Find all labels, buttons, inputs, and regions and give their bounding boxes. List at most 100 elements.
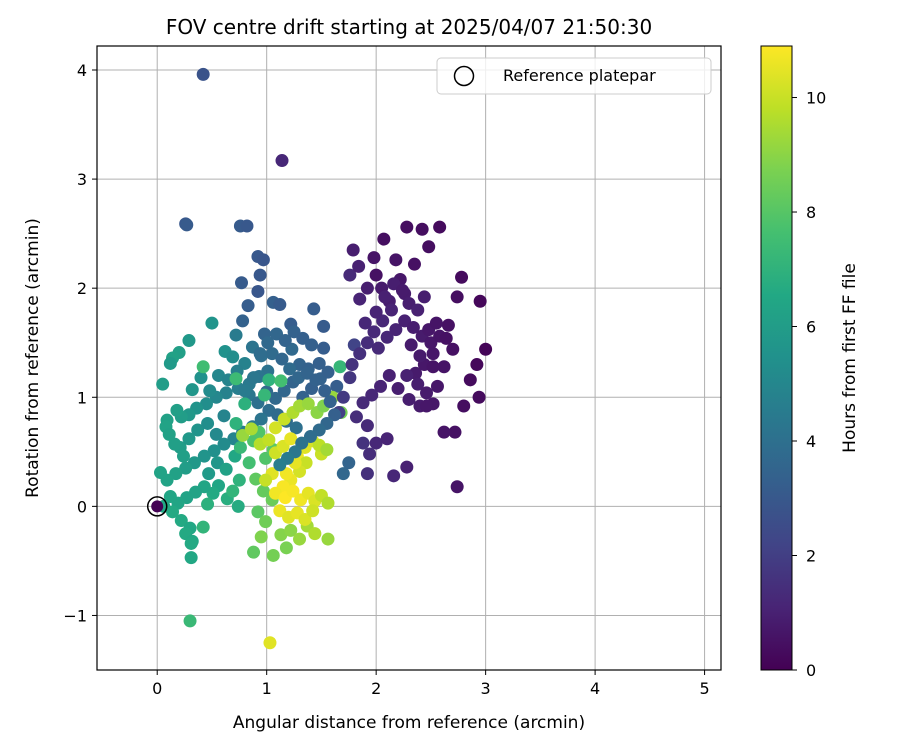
- legend: Reference platepar: [436, 57, 712, 95]
- data-point: [247, 371, 261, 385]
- data-point: [156, 377, 170, 391]
- data-point: [289, 421, 303, 435]
- colorbar-tick-label: 6: [806, 318, 816, 337]
- data-point: [253, 347, 267, 361]
- x-tick-label: 0: [152, 679, 162, 698]
- colorbar-label: Hours from first FF file: [840, 263, 860, 453]
- data-point: [278, 334, 292, 348]
- reference-circle: [146, 496, 168, 517]
- data-point: [308, 527, 322, 541]
- data-point: [369, 436, 383, 450]
- data-point: [336, 390, 350, 404]
- x-tick-label: 5: [699, 679, 709, 698]
- reference-dot: [151, 500, 164, 513]
- data-point: [411, 303, 425, 317]
- data-point: [336, 467, 350, 481]
- data-point: [402, 392, 416, 406]
- data-point: [395, 283, 409, 297]
- y-tick-label: 4: [77, 61, 87, 80]
- data-point: [378, 290, 392, 304]
- data-point: [217, 409, 231, 423]
- data-point: [238, 397, 252, 411]
- y-axis-ticks: −1 0 1 2 3 4: [63, 61, 97, 625]
- data-point: [323, 395, 337, 409]
- data-point: [382, 368, 396, 382]
- data-point: [251, 505, 265, 519]
- data-point: [184, 536, 198, 550]
- data-point: [257, 388, 271, 402]
- data-point: [306, 504, 320, 518]
- data-point: [236, 314, 250, 328]
- data-point: [275, 352, 289, 366]
- data-point: [162, 427, 176, 441]
- data-point: [244, 422, 258, 436]
- data-point: [259, 473, 273, 487]
- data-point: [420, 386, 434, 400]
- data-point: [433, 220, 447, 234]
- data-point: [182, 432, 196, 446]
- data-point: [437, 425, 451, 439]
- data-point: [407, 257, 421, 271]
- data-point: [163, 490, 177, 504]
- data-point: [400, 368, 414, 382]
- data-point: [251, 284, 265, 298]
- data-point: [163, 356, 177, 370]
- data-point: [301, 397, 315, 411]
- y-tick-label: −1: [63, 606, 87, 625]
- y-tick-label: 0: [77, 497, 87, 516]
- data-point: [262, 373, 276, 387]
- data-point: [242, 456, 256, 470]
- data-point: [360, 281, 374, 295]
- data-point: [387, 469, 401, 483]
- data-point: [219, 386, 233, 400]
- data-point: [367, 325, 381, 339]
- data-point: [254, 412, 268, 426]
- data-point: [470, 358, 484, 372]
- data-point: [199, 397, 213, 411]
- data-point: [426, 347, 440, 361]
- data-point: [450, 480, 464, 494]
- data-point: [201, 416, 215, 430]
- data-point: [232, 473, 246, 487]
- data-point: [380, 432, 394, 446]
- data-point: [241, 299, 255, 313]
- data-point: [205, 316, 219, 330]
- data-point: [249, 472, 263, 486]
- y-tick-label: 2: [77, 279, 87, 298]
- data-point: [360, 467, 374, 481]
- data-point: [345, 358, 359, 372]
- y-tick-label: 1: [77, 388, 87, 407]
- chart-title: FOV centre drift starting at 2025/04/07 …: [166, 15, 652, 39]
- data-point: [420, 399, 434, 413]
- data-point: [363, 447, 377, 461]
- legend-label: Reference platepar: [503, 66, 656, 85]
- data-point: [209, 427, 223, 441]
- x-axis-label: Angular distance from reference (arcmin): [233, 713, 585, 733]
- data-point: [254, 530, 268, 544]
- data-point: [415, 222, 429, 236]
- data-point: [353, 292, 367, 306]
- data-point: [343, 268, 357, 282]
- data-point: [333, 360, 347, 374]
- data-point: [312, 356, 326, 370]
- data-point: [349, 410, 363, 424]
- data-point: [229, 372, 243, 386]
- x-axis-ticks: 0 1 2 3 4 5: [152, 670, 710, 698]
- data-point: [166, 505, 180, 519]
- data-point: [380, 330, 394, 344]
- colorbar-tick-label: 8: [806, 203, 816, 222]
- data-points: [153, 67, 493, 650]
- data-point: [274, 528, 288, 542]
- data-point: [429, 316, 443, 330]
- data-point: [263, 636, 277, 650]
- data-point: [384, 303, 398, 317]
- data-point: [448, 425, 462, 439]
- data-point: [168, 437, 182, 451]
- data-point: [274, 374, 288, 388]
- data-point: [371, 341, 385, 355]
- data-point: [400, 220, 414, 234]
- x-tick-label: 3: [481, 679, 491, 698]
- grid-lines: [97, 46, 721, 670]
- data-point: [262, 433, 276, 447]
- colorbar: 0 2 4 6 8 10 Hours from first FF file: [760, 45, 860, 680]
